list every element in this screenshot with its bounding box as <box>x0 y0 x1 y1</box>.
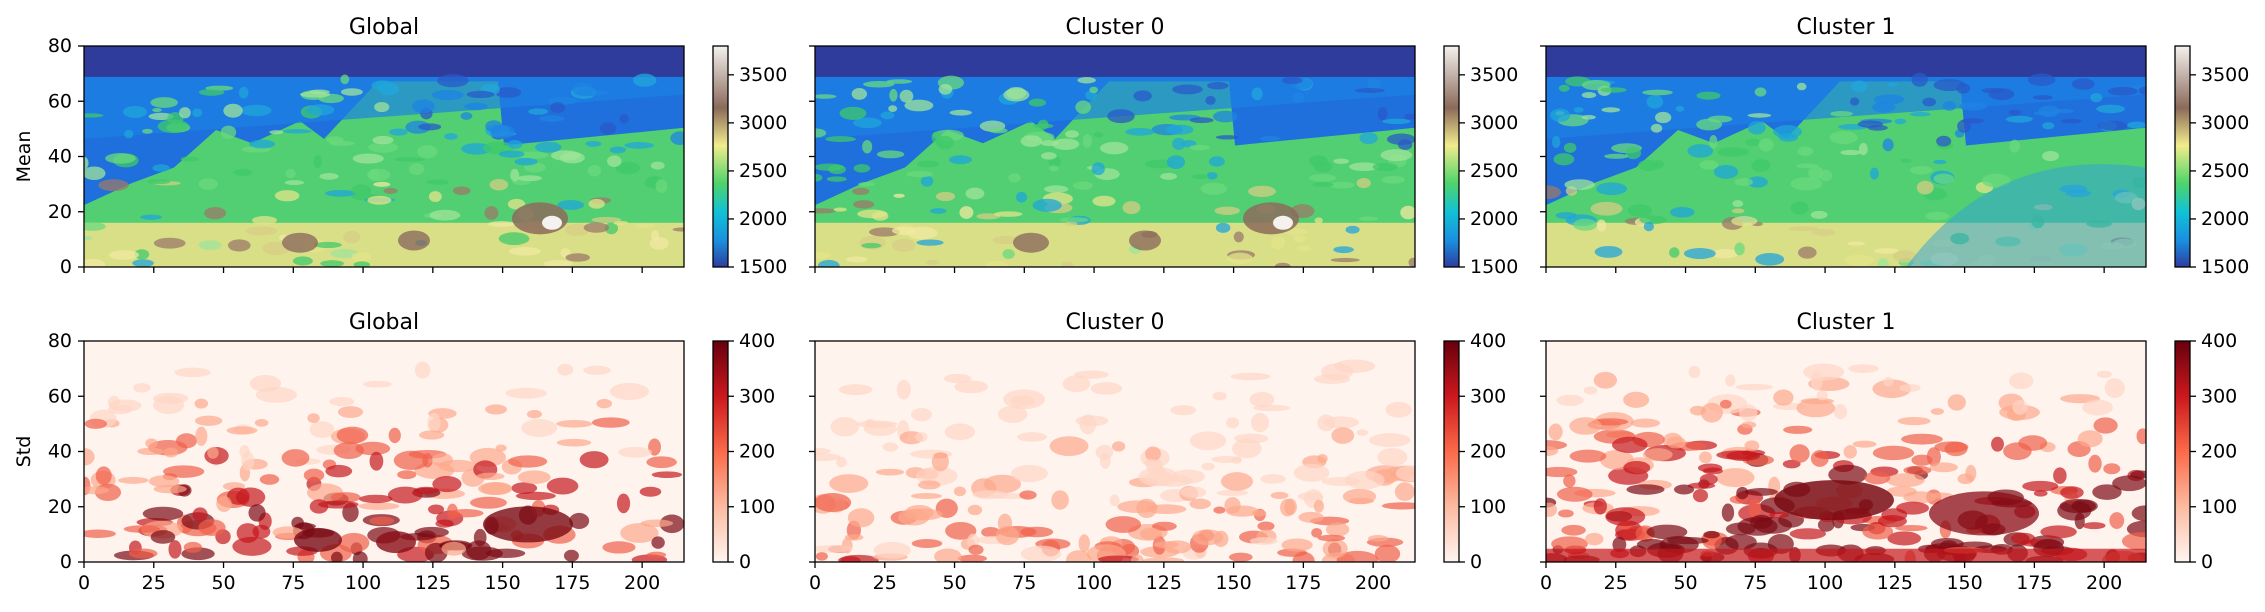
heatmap-image <box>1546 46 2146 267</box>
colorbar-tick-label: 100 <box>1470 496 1506 518</box>
colorbar <box>713 46 728 267</box>
colorbar-tick-label: 2500 <box>1470 160 1518 182</box>
colorbar-tick-label: 300 <box>1470 385 1506 407</box>
x-tick-label: 200 <box>624 572 660 594</box>
subplot: Global 0 20 40 60 80 0 25 50 75 100 125 150 175 200 Std… <box>13 310 775 594</box>
x-tick-label: 50 <box>211 572 235 594</box>
y-tick-label: 20 <box>48 496 72 518</box>
subplot-title: Cluster 0 <box>1065 15 1164 40</box>
colorbar-tick-label: 2500 <box>739 160 787 182</box>
colorbar-tick-label: 100 <box>739 496 775 518</box>
x-tick-label: 50 <box>942 572 966 594</box>
subplot-title: Cluster 0 <box>1065 310 1164 335</box>
colorbar-tick-label: 3500 <box>2201 64 2249 86</box>
colorbar <box>2175 341 2190 562</box>
x-tick-label: 200 <box>2086 572 2122 594</box>
x-tick-label: 0 <box>1540 572 1552 594</box>
x-tick-label: 75 <box>1743 572 1767 594</box>
x-tick-label: 150 <box>1215 572 1251 594</box>
colorbar <box>1444 341 1459 562</box>
colorbar-frame <box>1443 45 1460 268</box>
colorbar-tick-label: 3000 <box>739 112 787 134</box>
x-tick-label: 175 <box>1285 572 1321 594</box>
colorbar-tick-label: 200 <box>2201 441 2237 463</box>
y-tick-label: 0 <box>60 551 72 573</box>
x-tick-label: 125 <box>415 572 451 594</box>
colorbar-tick-label: 1500 <box>2201 256 2249 278</box>
x-tick-label: 25 <box>142 572 166 594</box>
colorbar-tick-label: 2000 <box>739 208 787 230</box>
y-tick-label: 20 <box>48 201 72 223</box>
heatmap-image <box>84 46 684 267</box>
x-tick-label: 50 <box>1673 572 1697 594</box>
heatmap-image <box>815 341 1415 562</box>
y-tick-label: 80 <box>48 35 72 57</box>
subplot-title: Global <box>349 310 419 335</box>
colorbar <box>713 341 728 562</box>
y-axis-label: Mean <box>13 131 35 183</box>
x-tick-label: 0 <box>809 572 821 594</box>
x-tick-label: 100 <box>1807 572 1843 594</box>
colorbar <box>2175 46 2190 267</box>
x-tick-label: 175 <box>554 572 590 594</box>
x-tick-label: 100 <box>345 572 381 594</box>
colorbar-tick-label: 0 <box>739 551 751 573</box>
colorbar-tick-label: 2500 <box>2201 160 2249 182</box>
subplot: Cluster 1 0 25 50 75 100 125 150 175 200 0 100 200 30… <box>1540 310 2237 594</box>
x-tick-label: 25 <box>873 572 897 594</box>
x-tick-label: 200 <box>1355 572 1391 594</box>
colorbar-frame <box>712 45 729 268</box>
y-tick-label: 40 <box>48 441 72 463</box>
subplot-title: Global <box>349 15 419 40</box>
colorbar-frame <box>2174 45 2191 268</box>
colorbar-tick-label: 200 <box>739 441 775 463</box>
colorbar <box>1444 46 1459 267</box>
subplot: Cluster 1 1500 2000 2500 3000 3500 <box>1540 15 2249 278</box>
y-tick-label: 60 <box>48 90 72 112</box>
colorbar-tick-label: 2000 <box>2201 208 2249 230</box>
colorbar-tick-label: 200 <box>1470 441 1506 463</box>
subplot-title: Cluster 1 <box>1796 310 1895 335</box>
colorbar-tick-label: 1500 <box>1470 256 1518 278</box>
heatmap-image <box>1546 341 2146 562</box>
colorbar-tick-label: 3500 <box>739 64 787 86</box>
x-tick-label: 75 <box>1012 572 1036 594</box>
x-tick-label: 0 <box>78 572 90 594</box>
x-tick-label: 150 <box>1946 572 1982 594</box>
colorbar-tick-label: 400 <box>2201 330 2237 352</box>
subplot: Cluster 0 1500 2000 2500 3000 3500 <box>809 15 1518 278</box>
y-tick-label: 80 <box>48 330 72 352</box>
x-tick-label: 25 <box>1604 572 1628 594</box>
x-tick-label: 75 <box>281 572 305 594</box>
heatmap-image <box>84 341 684 562</box>
x-tick-label: 125 <box>1146 572 1182 594</box>
colorbar-tick-label: 400 <box>739 330 775 352</box>
colorbar-tick-label: 3500 <box>1470 64 1518 86</box>
subplot-title: Cluster 1 <box>1796 15 1895 40</box>
colorbar-tick-label: 1500 <box>739 256 787 278</box>
y-tick-label: 40 <box>48 146 72 168</box>
colorbar-tick-label: 100 <box>2201 496 2237 518</box>
colorbar-tick-label: 0 <box>1470 551 1482 573</box>
colorbar-tick-label: 2000 <box>1470 208 1518 230</box>
y-tick-label: 0 <box>60 256 72 278</box>
x-tick-label: 125 <box>1877 572 1913 594</box>
subplot: Global 0 20 40 60 80 Mean 1500 2000 2500 3000 3500 <box>13 15 787 278</box>
y-axis-label: Std <box>13 436 35 468</box>
heatmap-image <box>815 46 1415 267</box>
colorbar-tick-label: 400 <box>1470 330 1506 352</box>
x-tick-label: 100 <box>1076 572 1112 594</box>
colorbar-tick-label: 3000 <box>1470 112 1518 134</box>
colorbar-tick-label: 300 <box>739 385 775 407</box>
colorbar-tick-label: 3000 <box>2201 112 2249 134</box>
x-tick-label: 175 <box>2016 572 2052 594</box>
x-tick-label: 150 <box>484 572 520 594</box>
colorbar-tick-label: 300 <box>2201 385 2237 407</box>
y-tick-label: 60 <box>48 385 72 407</box>
subplot: Cluster 0 0 25 50 75 100 125 150 175 200 0 100 200 30… <box>809 310 1506 594</box>
colorbar-tick-label: 0 <box>2201 551 2213 573</box>
